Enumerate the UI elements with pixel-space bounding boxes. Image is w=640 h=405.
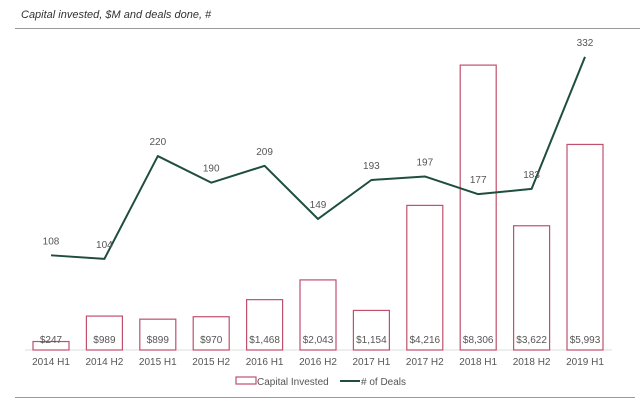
line-data-label: 183 [523,170,540,181]
line-data-label: 193 [363,161,380,172]
line-data-label: 108 [43,236,60,247]
bar-capital-invested [406,204,444,351]
legend-capital-invested-label: Capital Invested [257,377,329,388]
bar-data-label: $8,306 [463,335,494,346]
x-tick-label: 2018 H1 [459,357,497,368]
x-tick-label: 2018 H2 [513,357,551,368]
line-data-label: 190 [203,164,220,175]
line-data-label: 149 [310,200,327,211]
line-data-label: 177 [470,175,487,186]
bottom-rule [15,397,635,398]
bar-data-label: $970 [200,335,223,346]
line-data-label: 220 [149,137,166,148]
line-data-label: 104 [96,240,113,251]
x-tick-label: 2015 H1 [139,357,177,368]
bar-data-label: $1,154 [356,335,387,346]
x-tick-label: 2017 H2 [406,357,444,368]
x-tick-label: 2014 H1 [32,357,70,368]
bar-data-label: $247 [40,335,63,346]
bar-capital-invested [299,279,337,351]
x-tick-label: 2016 H1 [246,357,284,368]
bar-capital-invested [192,316,230,351]
x-tick-label: 2014 H2 [85,357,123,368]
bar-capital-invested [512,225,551,351]
legend-deals-label: # of Deals [361,377,406,388]
chart-title: Capital invested, $M and deals done, # [21,9,212,21]
bar-capital-invested [459,64,497,351]
bar-data-label: $1,468 [249,335,280,346]
line-deals [50,56,586,260]
bar-data-label: $899 [147,335,170,346]
x-tick-label: 2015 H2 [192,357,230,368]
line-data-label: 332 [577,38,594,49]
bar-data-label: $989 [93,335,116,346]
bar-data-label: $3,622 [516,335,547,346]
line-data-label: 209 [256,147,273,158]
legend-capital-invested-swatch [235,376,257,385]
bar-capital-invested [139,318,177,351]
bar-data-label: $4,216 [410,335,441,346]
x-tick-label: 2019 H1 [566,357,604,368]
bar-capital-invested [32,340,70,351]
x-tick-label: 2016 H2 [299,357,337,368]
bar-capital-invested [246,299,284,351]
top-rule [15,28,640,29]
line-data-label: 197 [416,157,433,168]
bar-capital-invested [566,143,604,351]
bar-capital-invested [352,309,390,351]
bar-data-label: $5,993 [570,335,601,346]
x-tick-label: 2017 H1 [352,357,390,368]
bar-capital-invested [85,315,124,351]
bar-data-label: $2,043 [303,335,334,346]
